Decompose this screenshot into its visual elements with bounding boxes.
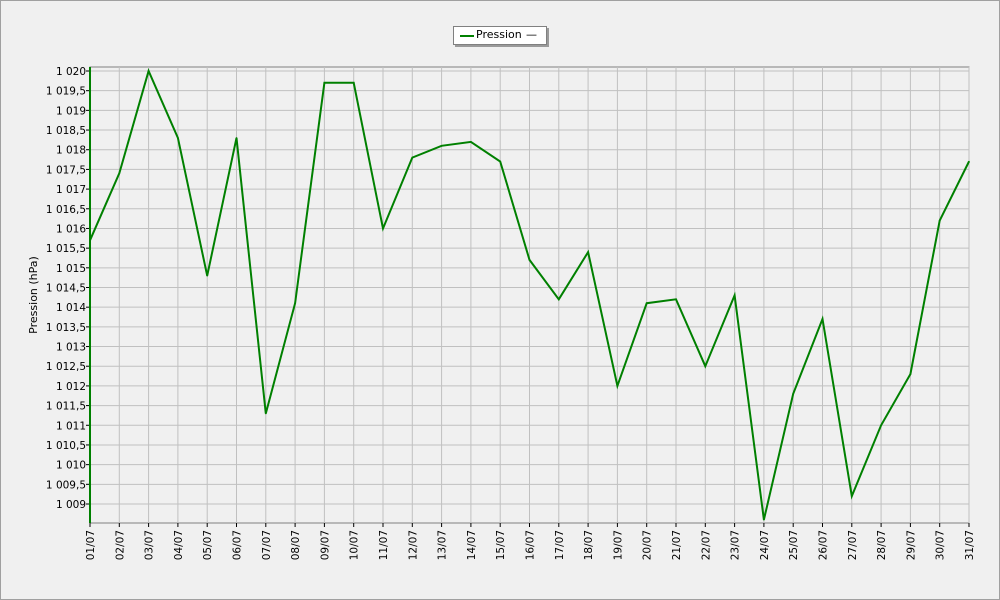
data-point <box>851 495 853 497</box>
data-point <box>763 519 765 521</box>
x-tick-label: 22/07 <box>700 530 712 560</box>
data-point <box>968 161 970 163</box>
data-point <box>89 239 91 241</box>
x-tick-label: 26/07 <box>818 530 830 560</box>
data-point <box>529 259 531 261</box>
data-point <box>470 141 472 143</box>
y-tick-label: 1 016 <box>56 223 86 235</box>
data-point <box>587 251 589 253</box>
x-tick-label: 27/07 <box>847 530 859 560</box>
data-point <box>734 295 736 297</box>
data-point <box>265 413 267 415</box>
x-tick-label: 16/07 <box>525 530 537 560</box>
data-point <box>675 299 677 301</box>
x-tick-label: 03/07 <box>144 530 156 560</box>
data-point <box>294 302 296 304</box>
y-tick-label: 1 018 <box>56 145 86 157</box>
x-tick-label: 02/07 <box>114 530 126 560</box>
data-point <box>353 82 355 84</box>
x-tick-label: 29/07 <box>905 530 917 560</box>
x-tick-label: 31/07 <box>964 530 976 560</box>
x-tick-label: 25/07 <box>788 530 800 560</box>
y-tick-label: 1 012,5 <box>46 361 86 373</box>
y-tick-label: 1 014 <box>56 302 86 314</box>
y-tick-label: 1 009 <box>56 499 86 511</box>
x-tick-label: 19/07 <box>612 530 624 560</box>
x-tick-label: 28/07 <box>876 530 888 560</box>
x-axis-ticks: 01/07 02/07 03/07 04/07 05/07 06/07 07/07 08/07… <box>85 523 976 560</box>
y-tick-label: 1 018,5 <box>46 125 86 137</box>
x-tick-label: 20/07 <box>642 530 654 560</box>
data-point <box>177 137 179 139</box>
data-point <box>324 82 326 84</box>
data-point <box>880 424 882 426</box>
y-tick-label: 1 015,5 <box>46 243 86 255</box>
y-axis-ticks: 1 009 1 009,5 1 010 1 010,5 1 011 1 011,5 1 01… <box>46 66 90 511</box>
x-tick-label: 08/07 <box>290 530 302 560</box>
y-tick-label: 1 015 <box>56 263 86 275</box>
data-point <box>382 228 384 230</box>
data-point <box>646 302 648 304</box>
x-tick-label: 13/07 <box>437 530 449 560</box>
x-tick-label: 05/07 <box>202 530 214 560</box>
x-tick-label: 30/07 <box>935 530 947 560</box>
y-tick-label: 1 013,5 <box>46 322 86 334</box>
x-tick-label: 01/07 <box>85 530 97 560</box>
y-tick-label: 1 011 <box>56 420 86 432</box>
y-tick-label: 1 019 <box>56 105 86 117</box>
x-tick-label: 12/07 <box>407 530 419 560</box>
x-tick-label: 09/07 <box>319 530 331 560</box>
y-tick-label: 1 011,5 <box>46 401 86 413</box>
y-tick-label: 1 017,5 <box>46 164 86 176</box>
y-tick-label: 1 009,5 <box>46 479 86 491</box>
x-tick-label: 21/07 <box>671 530 683 560</box>
data-point <box>148 70 150 72</box>
data-point <box>412 157 414 159</box>
y-axis-title: Pression (hPa) <box>27 256 40 334</box>
x-tick-label: 15/07 <box>495 530 507 560</box>
y-tick-label: 1 010 <box>56 460 86 472</box>
x-tick-label: 11/07 <box>378 530 390 560</box>
data-point <box>792 393 794 395</box>
y-tick-label: 1 014,5 <box>46 283 86 295</box>
x-tick-label: 23/07 <box>730 530 742 560</box>
data-point <box>705 365 707 367</box>
x-tick-label: 24/07 <box>759 530 771 560</box>
data-point <box>617 385 619 387</box>
data-point <box>236 137 238 139</box>
data-point <box>499 161 501 163</box>
y-tick-label: 1 019,5 <box>46 86 86 98</box>
x-tick-label: 14/07 <box>466 530 478 560</box>
data-point <box>939 220 941 222</box>
data-point <box>822 318 824 320</box>
data-point <box>441 145 443 147</box>
y-tick-label: 1 020 <box>56 66 86 78</box>
y-tick-label: 1 017 <box>56 184 86 196</box>
y-tick-label: 1 016,5 <box>46 204 86 216</box>
x-tick-label: 17/07 <box>554 530 566 560</box>
x-tick-label: 06/07 <box>232 530 244 560</box>
data-point <box>558 299 560 301</box>
y-tick-label: 1 012 <box>56 381 86 393</box>
y-tick-label: 1 013 <box>56 342 86 354</box>
x-tick-label: 10/07 <box>349 530 361 560</box>
y-tick-label: 1 010,5 <box>46 440 86 452</box>
data-point <box>119 173 121 175</box>
x-tick-label: 07/07 <box>261 530 273 560</box>
x-tick-label: 18/07 <box>583 530 595 560</box>
x-tick-label: 04/07 <box>173 530 185 560</box>
data-point <box>910 373 912 375</box>
data-point <box>206 275 208 277</box>
